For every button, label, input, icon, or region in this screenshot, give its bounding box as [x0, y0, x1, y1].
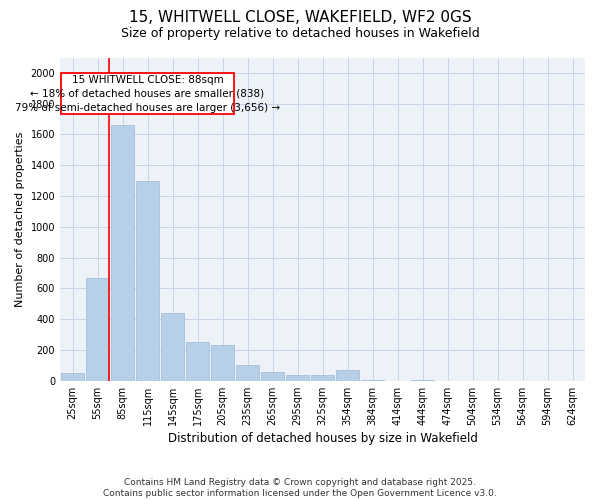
Text: Contains HM Land Registry data © Crown copyright and database right 2025.
Contai: Contains HM Land Registry data © Crown c… [103, 478, 497, 498]
Bar [361, 380, 384, 381]
FancyBboxPatch shape [61, 73, 234, 114]
Bar [336, 370, 359, 381]
Text: 15, WHITWELL CLOSE, WAKEFIELD, WF2 0GS: 15, WHITWELL CLOSE, WAKEFIELD, WF2 0GS [128, 10, 472, 25]
Bar [311, 376, 334, 381]
Bar [186, 342, 209, 381]
Bar [236, 366, 259, 381]
Bar [211, 346, 234, 381]
Bar [286, 376, 309, 381]
X-axis label: Distribution of detached houses by size in Wakefield: Distribution of detached houses by size … [167, 432, 478, 445]
Bar [411, 380, 434, 381]
Y-axis label: Number of detached properties: Number of detached properties [15, 132, 25, 307]
Text: Size of property relative to detached houses in Wakefield: Size of property relative to detached ho… [121, 28, 479, 40]
Bar [86, 278, 109, 381]
Text: 15 WHITWELL CLOSE: 88sqm
← 18% of detached houses are smaller (838)
79% of semi-: 15 WHITWELL CLOSE: 88sqm ← 18% of detach… [15, 74, 280, 112]
Bar [61, 373, 84, 381]
Bar [261, 372, 284, 381]
Bar [111, 125, 134, 381]
Bar [136, 180, 159, 381]
Bar [161, 313, 184, 381]
